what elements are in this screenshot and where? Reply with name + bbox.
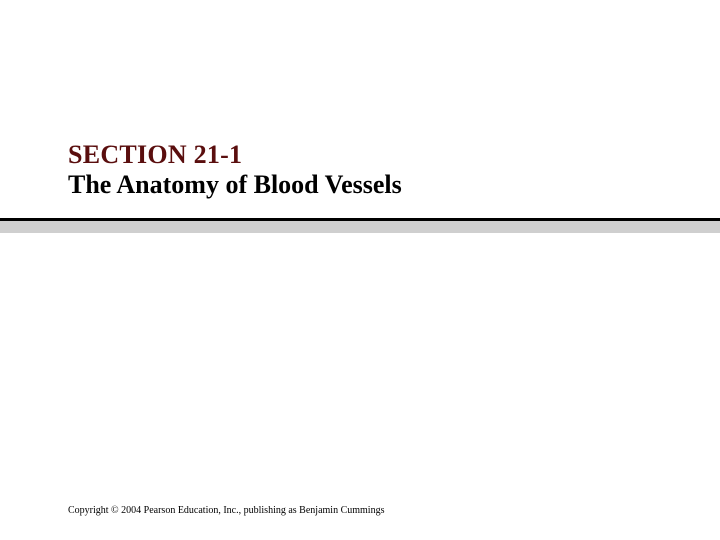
- section-number: SECTION 21-1: [68, 140, 402, 170]
- copyright-text: Copyright © 2004 Pearson Education, Inc.…: [68, 505, 384, 516]
- title-block: SECTION 21-1 The Anatomy of Blood Vessel…: [68, 140, 402, 200]
- section-subtitle: The Anatomy of Blood Vessels: [68, 170, 402, 200]
- divider-bar-light: [0, 221, 720, 233]
- slide: SECTION 21-1 The Anatomy of Blood Vessel…: [0, 0, 720, 540]
